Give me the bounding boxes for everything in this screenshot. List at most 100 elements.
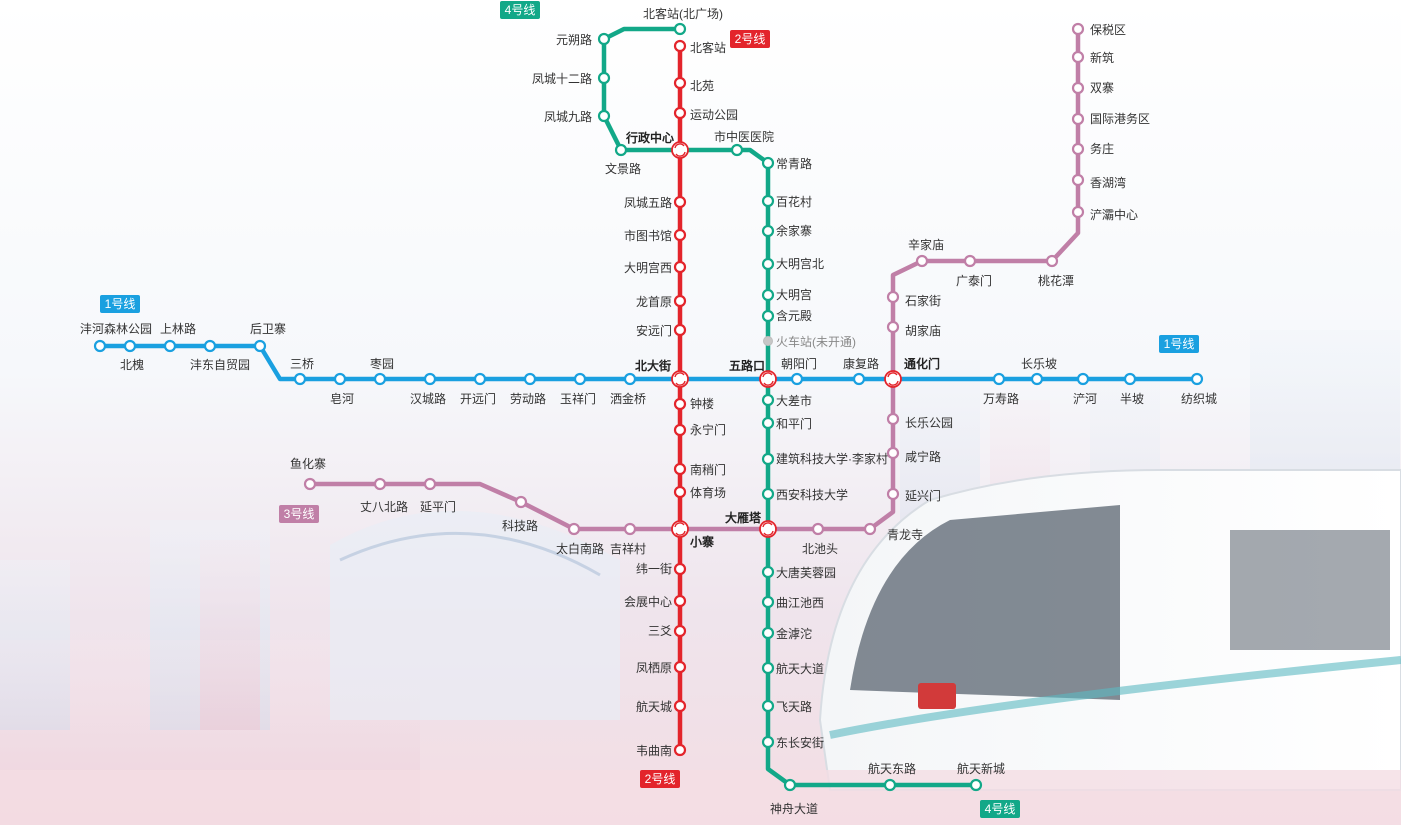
station-line2[interactable]: 大明宫西	[624, 260, 687, 275]
station-line4[interactable]: 常青路	[761, 156, 812, 171]
station-line3[interactable]: 新筑	[1071, 50, 1114, 65]
station-line4[interactable]: 百花村	[761, 194, 812, 209]
station-line2[interactable]: 纬一街	[636, 562, 687, 576]
station-line1[interactable]: 后卫寨	[250, 321, 286, 353]
station-line4[interactable]: 余家寨	[761, 223, 812, 238]
station-line2[interactable]: 韦曲南	[636, 743, 687, 758]
line-4-badge-bottom[interactable]: 4号线	[980, 800, 1020, 818]
station-line4[interactable]: 航天大道	[761, 661, 824, 676]
station-line2[interactable]: 安远门	[636, 323, 687, 338]
line-2-badge-top[interactable]: 2号线	[730, 30, 770, 48]
station-line3[interactable]: 香湖湾	[1071, 173, 1126, 190]
station-line4[interactable]: 文景路	[605, 143, 641, 176]
station-line4[interactable]: 建筑科技大学·李家村	[761, 451, 888, 466]
station-line2[interactable]: 凤栖原	[636, 660, 687, 675]
station-line4-unopened[interactable]: 火车站(未开通)	[763, 334, 857, 349]
station-line2[interactable]: 市图书馆	[624, 228, 687, 243]
station-line4[interactable]: 含元殿	[761, 308, 812, 323]
station-line4[interactable]: 西安科技大学	[761, 487, 848, 502]
transfer-station[interactable]: 五路口	[729, 358, 777, 388]
transfer-station[interactable]: 通化门	[884, 356, 940, 388]
station-line4[interactable]: 航天东路	[868, 761, 916, 792]
station-line3[interactable]: 浐灞中心	[1071, 205, 1138, 222]
station-line3[interactable]: 鱼化寨	[290, 456, 326, 491]
station-line2[interactable]: 航天城	[636, 699, 687, 714]
station-line3[interactable]: 保税区	[1071, 22, 1126, 37]
station-line1[interactable]: 劳动路	[510, 372, 546, 406]
transfer-station[interactable]: 行政中心	[625, 130, 689, 159]
station-line2[interactable]: 北苑	[673, 76, 714, 93]
line-1-badge-right[interactable]: 1号线	[1159, 335, 1199, 353]
line-4-badge-top[interactable]: 4号线	[500, 1, 540, 19]
station-line2[interactable]: 凤城五路	[624, 195, 687, 210]
station-line4[interactable]: 航天新城	[957, 761, 1005, 792]
station-line4[interactable]: 和平门	[761, 416, 812, 431]
station-line3[interactable]: 太白南路	[556, 522, 604, 556]
station-line3[interactable]: 桃花潭	[1038, 254, 1074, 288]
line-2-badge-bottom[interactable]: 2号线	[640, 770, 680, 788]
transfer-station[interactable]: 大雁塔	[725, 510, 777, 538]
station-line4[interactable]: 大差市	[761, 393, 812, 408]
station-line1[interactable]: 汉城路	[410, 372, 446, 406]
station-line1[interactable]: 康复路	[843, 356, 879, 386]
station-line4[interactable]: 大明宫北	[761, 256, 824, 271]
station-line2[interactable]: 运动公园	[673, 106, 738, 122]
station-line3[interactable]: 务庄	[1071, 141, 1114, 156]
station-line1[interactable]: 万寿路	[983, 372, 1019, 406]
station-line1[interactable]: 纺织城	[1181, 372, 1217, 406]
station-line4[interactable]: 大唐芙蓉园	[761, 565, 836, 580]
station-line3[interactable]: 咸宁路	[886, 446, 941, 464]
station-line1[interactable]: 半坡	[1120, 372, 1144, 406]
station-line4[interactable]: 神舟大道	[770, 778, 818, 816]
station-line1[interactable]: 上林路	[160, 321, 196, 353]
station-line3[interactable]: 丈八北路	[360, 477, 408, 514]
station-line2[interactable]: 三爻	[648, 624, 687, 638]
station-line4[interactable]: 市中医医院	[714, 129, 774, 157]
station-line4[interactable]: 北客站(北广场)	[643, 6, 723, 36]
station-line1[interactable]: 开远门	[460, 372, 496, 406]
station-line1[interactable]: 三桥	[290, 357, 314, 386]
station-line2[interactable]: 龙首原	[636, 294, 687, 309]
station-line3[interactable]: 延平门	[420, 477, 456, 514]
station-line3[interactable]: 延兴门	[886, 487, 941, 503]
station-line1[interactable]: 长乐坡	[1021, 357, 1057, 386]
station-line1[interactable]: 沣河森林公园	[80, 321, 152, 353]
transfer-station[interactable]: 小寨	[671, 520, 714, 549]
station-line3[interactable]: 广泰门	[956, 254, 992, 288]
station-line1[interactable]: 朝阳门	[781, 356, 817, 386]
station-line2[interactable]: 永宁门	[673, 422, 726, 437]
station-line3[interactable]: 石家街	[886, 290, 941, 308]
station-line3[interactable]: 胡家庙	[886, 320, 941, 338]
station-line2[interactable]: 南稍门	[673, 462, 726, 477]
station-line4[interactable]: 飞天路	[761, 699, 812, 714]
station-line3[interactable]: 国际港务区	[1071, 111, 1150, 126]
station-line1[interactable]: 浐河	[1073, 372, 1097, 406]
station-line4[interactable]: 东长安街	[761, 735, 824, 750]
line-1-badge-left[interactable]: 1号线	[100, 295, 140, 313]
station-line1[interactable]: 皂河	[330, 372, 354, 406]
station-line2[interactable]: 钟楼	[673, 396, 714, 411]
station-line1[interactable]: 玉祥门	[560, 372, 596, 406]
station-line3[interactable]: 辛家庙	[908, 237, 944, 268]
station-line4[interactable]: 元朔路	[556, 32, 611, 47]
station-line3[interactable]: 长乐公园	[886, 412, 953, 430]
station-line3[interactable]: 青龙寺	[863, 522, 923, 542]
station-line2[interactable]: 会展中心	[624, 594, 687, 609]
transfer-station[interactable]: 北大街	[635, 358, 689, 388]
station-line3[interactable]: 北池头	[802, 522, 838, 556]
station-line1[interactable]: 枣园	[370, 357, 394, 386]
station-line4[interactable]: 凤城九路	[544, 109, 611, 124]
station-line1[interactable]: 沣东自贸园	[190, 339, 250, 372]
station-line4[interactable]: 凤城十二路	[532, 71, 611, 86]
station-line1[interactable]: 北槐	[120, 339, 144, 372]
station-line2[interactable]: 体育场	[673, 485, 726, 500]
station-line3[interactable]: 双寨	[1071, 80, 1114, 95]
station-line2[interactable]: 北客站	[673, 39, 726, 55]
station-line4[interactable]: 曲江池西	[761, 595, 824, 610]
station-line3[interactable]: 吉祥村	[610, 522, 646, 556]
station-line1[interactable]: 洒金桥	[610, 372, 646, 406]
station-line4[interactable]: 金滹沱	[761, 626, 812, 641]
station-line3[interactable]: 科技路	[502, 495, 538, 533]
line-3-badge[interactable]: 3号线	[279, 505, 319, 523]
station-line4[interactable]: 大明宫	[761, 287, 812, 302]
